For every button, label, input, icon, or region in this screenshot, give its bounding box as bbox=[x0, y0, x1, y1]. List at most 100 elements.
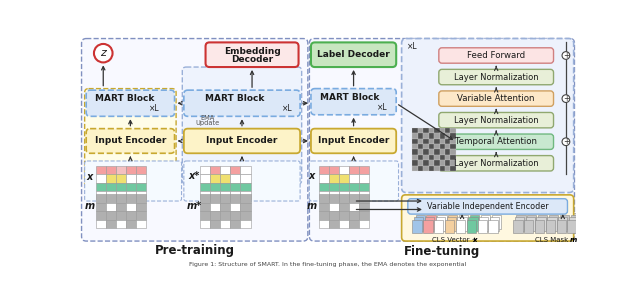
Bar bbox=[210, 211, 220, 220]
Text: Pre-training: Pre-training bbox=[155, 244, 235, 257]
Bar bbox=[459, 215, 468, 229]
Text: MART Block: MART Block bbox=[320, 93, 380, 101]
Bar bbox=[412, 160, 418, 165]
Bar bbox=[329, 220, 339, 228]
Bar bbox=[412, 149, 418, 155]
FancyBboxPatch shape bbox=[184, 129, 300, 153]
Bar bbox=[359, 191, 369, 200]
Text: m: m bbox=[307, 201, 317, 210]
Circle shape bbox=[562, 95, 570, 102]
Bar bbox=[418, 149, 423, 155]
Bar bbox=[329, 165, 339, 174]
Circle shape bbox=[94, 44, 113, 63]
Text: ×L: ×L bbox=[377, 103, 388, 112]
Bar bbox=[210, 165, 220, 174]
Bar bbox=[106, 194, 116, 203]
FancyBboxPatch shape bbox=[182, 67, 301, 184]
Bar bbox=[136, 203, 146, 211]
Bar bbox=[95, 165, 106, 174]
Bar bbox=[418, 144, 423, 149]
Bar bbox=[467, 220, 476, 233]
Bar bbox=[359, 165, 369, 174]
Bar bbox=[210, 220, 220, 228]
FancyBboxPatch shape bbox=[184, 90, 300, 116]
Text: m*: m* bbox=[186, 201, 202, 210]
FancyBboxPatch shape bbox=[84, 88, 176, 187]
FancyBboxPatch shape bbox=[84, 161, 182, 201]
Bar bbox=[200, 182, 210, 191]
Bar bbox=[95, 211, 106, 220]
Bar bbox=[349, 191, 359, 200]
Bar bbox=[434, 220, 444, 233]
Bar bbox=[516, 215, 525, 229]
Bar bbox=[136, 194, 146, 203]
Bar bbox=[220, 194, 230, 203]
Bar bbox=[359, 194, 369, 203]
Bar bbox=[488, 220, 498, 233]
Bar bbox=[415, 215, 425, 229]
Bar bbox=[490, 217, 499, 231]
Text: ×L: ×L bbox=[282, 104, 293, 113]
Bar bbox=[359, 211, 369, 220]
Bar bbox=[540, 213, 549, 226]
Bar bbox=[95, 182, 106, 191]
Bar bbox=[210, 174, 220, 182]
Bar bbox=[434, 133, 440, 139]
Bar bbox=[451, 133, 456, 139]
Bar bbox=[423, 220, 433, 233]
Bar bbox=[106, 182, 116, 191]
Bar bbox=[429, 139, 434, 144]
Bar bbox=[450, 213, 459, 226]
Bar bbox=[339, 182, 349, 191]
Bar bbox=[339, 220, 349, 228]
Bar bbox=[418, 139, 423, 144]
Bar bbox=[493, 213, 502, 226]
Bar bbox=[200, 191, 210, 200]
Text: Input Encoder: Input Encoder bbox=[318, 137, 389, 146]
Bar bbox=[106, 220, 116, 228]
Bar bbox=[125, 203, 136, 211]
Bar bbox=[417, 213, 426, 226]
Bar bbox=[594, 213, 603, 226]
Bar bbox=[557, 220, 566, 233]
Bar bbox=[339, 203, 349, 211]
FancyBboxPatch shape bbox=[439, 112, 554, 128]
Bar bbox=[423, 139, 429, 144]
Bar bbox=[95, 220, 106, 228]
Bar bbox=[200, 165, 210, 174]
Text: Embedding: Embedding bbox=[223, 47, 280, 56]
Bar bbox=[339, 165, 349, 174]
Bar bbox=[329, 203, 339, 211]
Bar bbox=[527, 215, 536, 229]
Bar bbox=[220, 174, 230, 182]
Bar bbox=[106, 191, 116, 200]
Bar bbox=[136, 165, 146, 174]
Bar bbox=[230, 191, 241, 200]
Bar bbox=[583, 213, 592, 226]
Text: x: x bbox=[86, 172, 92, 182]
Bar bbox=[125, 194, 136, 203]
Text: Temporal Attention: Temporal Attention bbox=[455, 137, 537, 146]
Bar bbox=[524, 220, 533, 233]
FancyBboxPatch shape bbox=[439, 134, 554, 149]
Bar bbox=[558, 217, 568, 231]
Text: +: + bbox=[563, 94, 569, 103]
Bar bbox=[95, 194, 106, 203]
Text: Feed Forward: Feed Forward bbox=[467, 51, 525, 60]
FancyBboxPatch shape bbox=[311, 88, 396, 115]
Text: MART Block: MART Block bbox=[205, 94, 265, 103]
Bar bbox=[461, 213, 470, 226]
Text: ×L: ×L bbox=[407, 42, 418, 51]
Bar bbox=[125, 174, 136, 182]
Bar bbox=[230, 165, 241, 174]
Bar bbox=[418, 165, 423, 171]
Bar bbox=[434, 155, 440, 160]
Bar bbox=[451, 160, 456, 165]
Bar bbox=[418, 133, 423, 139]
Bar bbox=[423, 165, 429, 171]
Bar bbox=[479, 217, 488, 231]
Bar bbox=[418, 160, 423, 165]
Bar bbox=[451, 139, 456, 144]
Text: x*: x* bbox=[188, 171, 200, 182]
Bar bbox=[200, 203, 210, 211]
